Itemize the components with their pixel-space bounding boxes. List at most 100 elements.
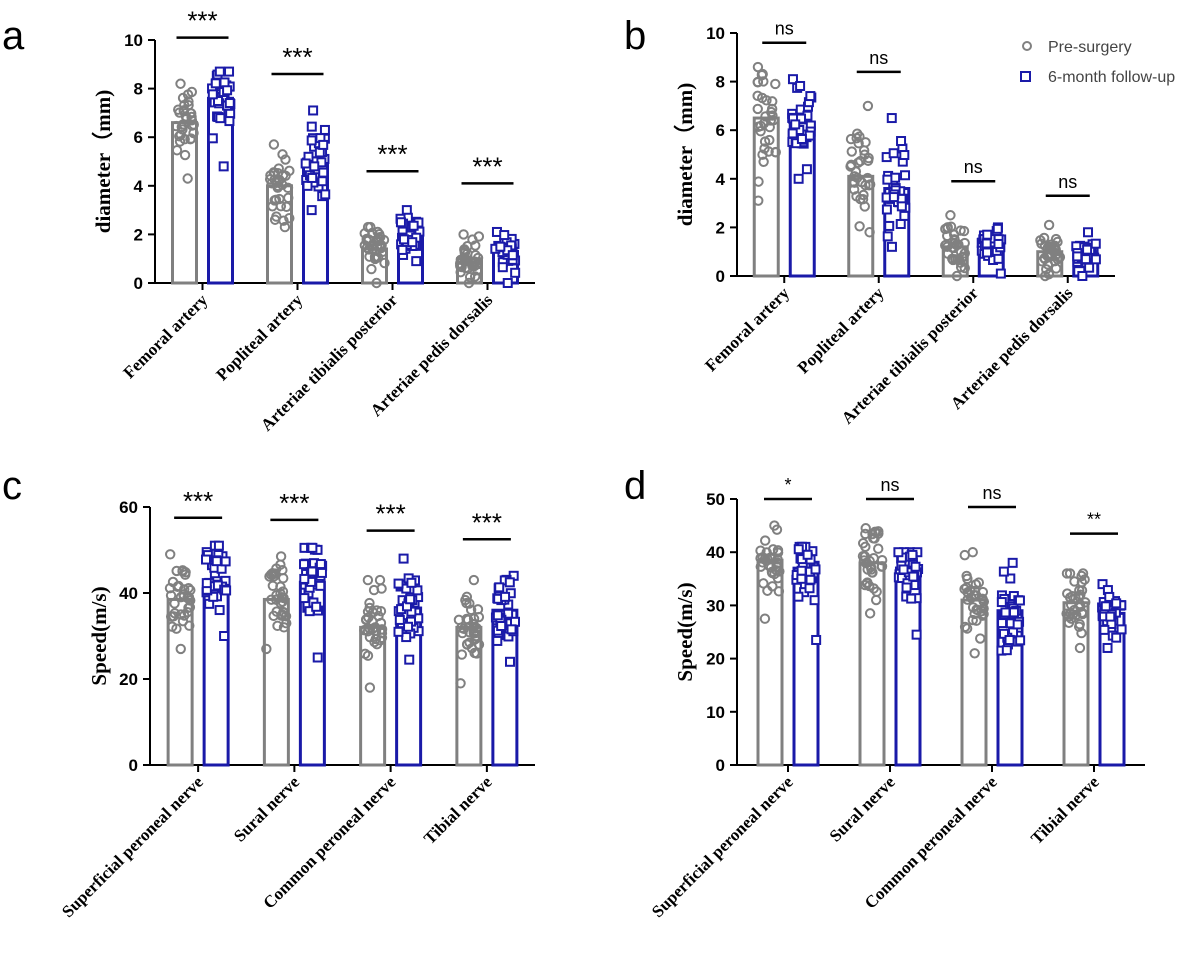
data-point-follow-up <box>214 605 225 616</box>
data-point-pre-surgery <box>977 593 988 604</box>
data-point-pre-surgery <box>860 179 871 191</box>
data-point-pre-surgery <box>457 627 468 639</box>
data-point-pre-surgery <box>276 610 287 621</box>
legend-pre-marker <box>1022 41 1032 51</box>
y-tick-label: 8 <box>716 73 725 92</box>
data-point-follow-up <box>1004 635 1015 646</box>
data-point-pre-surgery <box>869 533 880 544</box>
data-point-pre-surgery <box>771 524 783 535</box>
data-point-pre-surgery <box>281 618 292 629</box>
data-point-pre-surgery <box>185 584 196 596</box>
data-point-pre-surgery <box>857 550 869 562</box>
data-point-pre-surgery <box>758 578 769 589</box>
data-point-follow-up <box>884 220 895 231</box>
data-point-pre-surgery <box>764 121 775 133</box>
data-point-follow-up <box>805 574 816 585</box>
data-point-pre-surgery <box>773 586 785 597</box>
data-point-pre-surgery <box>463 277 475 289</box>
data-point-follow-up <box>403 621 414 632</box>
data-point-follow-up <box>218 161 229 172</box>
data-point-follow-up <box>404 654 415 665</box>
data-point-pre-surgery <box>759 143 770 154</box>
data-point-pre-surgery <box>975 633 986 644</box>
data-point-pre-surgery <box>273 174 285 186</box>
data-point-pre-surgery <box>465 604 477 616</box>
significance-label: *** <box>472 151 502 181</box>
data-point-pre-surgery <box>757 557 768 568</box>
data-point-follow-up <box>982 229 993 240</box>
data-point-pre-surgery <box>1069 576 1080 587</box>
y-tick-label: 0 <box>716 267 725 286</box>
data-point-follow-up <box>1116 624 1127 635</box>
data-point-pre-surgery <box>876 561 888 572</box>
significance-label: *** <box>187 6 217 36</box>
chart-panel-a: 0 2 4 6 8 10 diameter（mm) Femoral artery *** Popl… <box>91 6 535 435</box>
data-point-follow-up <box>499 230 510 241</box>
data-point-pre-surgery <box>857 538 869 549</box>
data-point-pre-surgery <box>1076 627 1087 639</box>
data-point-pre-surgery <box>186 86 198 98</box>
data-point-pre-surgery <box>266 594 277 605</box>
data-point-pre-surgery <box>850 166 862 177</box>
data-point-pre-surgery <box>772 547 784 558</box>
data-point-follow-up <box>219 77 230 88</box>
data-point-pre-surgery <box>951 239 962 251</box>
significance-label: *** <box>472 507 502 537</box>
data-point-pre-surgery <box>978 603 989 614</box>
data-point-follow-up <box>1072 251 1083 262</box>
y-axis-title: Speed(m/s) <box>673 582 697 681</box>
data-point-pre-surgery <box>275 200 287 212</box>
data-point-follow-up <box>893 547 904 558</box>
data-point-pre-surgery <box>179 610 190 621</box>
data-point-pre-surgery <box>469 634 481 645</box>
data-point-follow-up <box>1102 642 1113 653</box>
data-point-pre-surgery <box>261 643 272 655</box>
data-point-pre-surgery <box>767 96 778 107</box>
data-point-follow-up <box>1104 591 1115 602</box>
data-point-pre-surgery <box>268 571 280 582</box>
legend-pre-label: Pre-surgery <box>1048 39 1132 56</box>
data-point-pre-surgery <box>752 76 764 88</box>
data-point-follow-up <box>898 564 909 575</box>
data-point-follow-up <box>1014 595 1025 606</box>
data-point-pre-surgery <box>767 581 778 592</box>
data-point-pre-surgery <box>165 549 176 560</box>
data-point-follow-up <box>911 629 922 640</box>
data-point-pre-surgery <box>371 277 382 289</box>
data-point-follow-up <box>801 164 812 175</box>
data-point-pre-surgery <box>374 239 386 251</box>
data-point-pre-surgery <box>752 103 763 115</box>
data-point-follow-up <box>996 597 1007 608</box>
data-point-pre-surgery <box>859 201 870 212</box>
y-tick-label: 0 <box>716 756 725 775</box>
data-point-pre-surgery <box>460 594 471 606</box>
data-point-follow-up <box>495 241 506 252</box>
data-point-pre-surgery <box>177 565 188 576</box>
data-point-follow-up <box>300 158 311 169</box>
data-point-pre-surgery <box>171 145 183 156</box>
data-point-pre-surgery <box>862 155 874 166</box>
significance-label: ** <box>1087 510 1101 530</box>
bar-pre-surgery <box>359 625 387 767</box>
data-point-pre-surgery <box>759 535 771 546</box>
significance-label: ns <box>982 483 1001 503</box>
data-point-pre-surgery <box>473 231 485 242</box>
data-point-pre-surgery <box>469 271 481 282</box>
data-point-pre-surgery <box>379 257 390 269</box>
data-point-pre-surgery <box>770 146 781 158</box>
data-point-pre-surgery <box>182 173 193 184</box>
bar-pre-surgery <box>262 597 290 767</box>
data-point-follow-up <box>316 567 327 578</box>
data-point-follow-up <box>299 559 310 570</box>
data-point-follow-up <box>1105 611 1116 622</box>
data-point-pre-surgery <box>848 184 860 195</box>
data-point-follow-up <box>412 585 423 596</box>
data-point-follow-up <box>906 593 917 604</box>
panel-letter-a: a <box>2 14 25 58</box>
data-point-pre-surgery <box>369 253 381 265</box>
data-point-pre-surgery <box>456 649 468 660</box>
data-point-pre-surgery <box>185 133 197 144</box>
data-point-pre-surgery <box>772 554 783 565</box>
data-point-follow-up <box>306 205 317 216</box>
